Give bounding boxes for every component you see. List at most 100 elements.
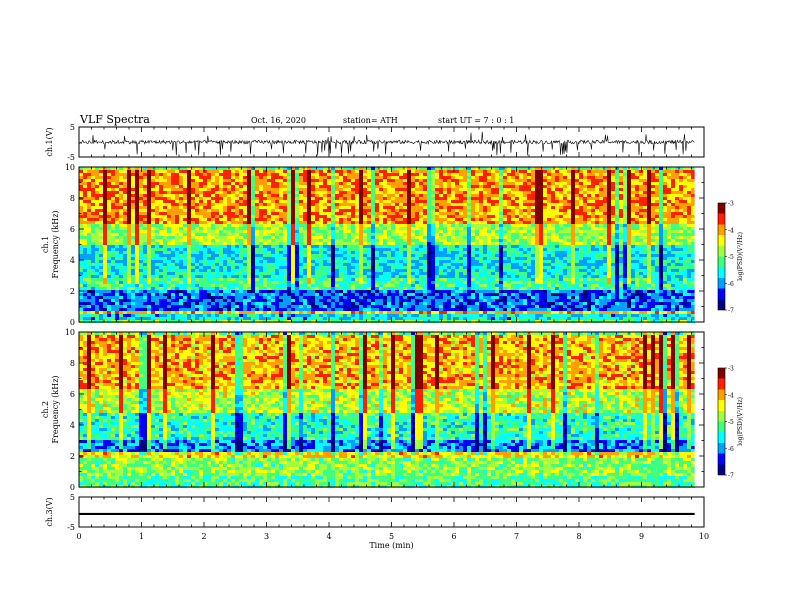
spectrogram-cell: [443, 197, 447, 200]
spectrogram-cell: [215, 206, 219, 209]
spectrogram-cell: [339, 299, 343, 302]
spectrogram-cell: [331, 212, 335, 215]
spectrogram-cell: [195, 311, 199, 314]
spectrogram-cell: [87, 269, 91, 272]
spectrogram-cell: [103, 200, 107, 203]
spectrogram-cell: [195, 254, 199, 257]
spectrogram-cell: [79, 272, 83, 275]
spectrogram-cell: [263, 308, 267, 311]
spectrogram-cell: [171, 284, 175, 287]
spectrogram-cell: [211, 197, 215, 200]
spectrogram-cell: [407, 203, 411, 206]
spectrogram-cell: [263, 314, 267, 317]
spectrogram-cell: [143, 305, 147, 308]
spectrogram-cell: [415, 206, 419, 209]
spectrogram-cell: [459, 314, 463, 317]
spectrogram-cell: [239, 188, 243, 191]
spectrogram-cell: [383, 203, 387, 206]
spectrogram-cell: [239, 242, 243, 245]
spectrogram-cell: [151, 281, 155, 284]
spectrogram-cell: [171, 293, 175, 296]
spectrogram-cell: [255, 317, 259, 320]
spectrogram-cell: [419, 272, 423, 275]
spectrogram-cell: [187, 227, 191, 230]
spectrogram-cell: [223, 206, 227, 209]
spectrogram-cell: [403, 239, 407, 242]
spectrogram-cell: [235, 248, 239, 251]
spectrogram-cell: [351, 317, 355, 320]
spectrogram-cell: [383, 233, 387, 236]
spectrogram-cell: [179, 299, 183, 302]
spectrogram-cell: [99, 302, 103, 305]
spectrogram-cell: [207, 239, 211, 242]
spectrogram-cell: [219, 170, 223, 173]
spectrogram-cell: [451, 278, 455, 281]
spectrogram-cell: [135, 272, 139, 275]
spectrogram-cell: [279, 254, 283, 257]
spectrogram-cell: [231, 173, 235, 176]
spectrogram-cell: [219, 236, 223, 239]
spectrogram-cell: [351, 311, 355, 314]
spectrogram-cell: [267, 242, 271, 245]
spectrogram-cell: [211, 245, 215, 248]
spectrogram-cell: [223, 266, 227, 269]
spectrogram-cell: [87, 197, 91, 200]
spectrogram-cell: [287, 317, 291, 320]
spectrogram-cell: [311, 251, 315, 254]
spectrogram-cell: [351, 179, 355, 182]
spectrogram-cell: [283, 167, 287, 170]
spectrogram-cell: [179, 182, 183, 185]
spectrogram-cell: [255, 278, 259, 281]
spectrogram-cell: [415, 239, 419, 242]
spectrogram-cell: [415, 185, 419, 188]
spectrogram-cell: [115, 296, 119, 299]
spectrogram-cell: [115, 239, 119, 242]
spectrogram-cell: [235, 203, 239, 206]
spectrogram-cell: [179, 269, 183, 272]
spectrogram-cell: [447, 281, 451, 284]
spectrogram-cell: [259, 185, 263, 188]
spectrogram-cell: [183, 260, 187, 263]
spectrogram-cell: [207, 209, 211, 212]
spectrogram-cell: [155, 263, 159, 266]
spectrogram-cell: [223, 215, 227, 218]
spectrogram-cell: [239, 311, 243, 314]
spectrogram-cell: [415, 269, 419, 272]
spectrogram-cell: [367, 200, 371, 203]
spectrogram-cell: [175, 272, 179, 275]
spectrogram-cell: [103, 251, 107, 254]
spectrogram-cell: [431, 230, 435, 233]
spectrogram-cell: [275, 209, 279, 212]
spectrogram-cell: [123, 203, 127, 206]
spectrogram-cell: [247, 266, 251, 269]
spectrogram-cell: [187, 245, 191, 248]
spectrogram-cell: [155, 197, 159, 200]
spectrogram-cell: [151, 212, 155, 215]
spectrogram-cell: [335, 206, 339, 209]
spectrogram-cell: [231, 215, 235, 218]
spectrogram-cell: [239, 284, 243, 287]
spectrogram-cell: [255, 188, 259, 191]
spectrogram-cell: [263, 200, 267, 203]
spectrogram-cell: [275, 290, 279, 293]
spectrogram-cell: [131, 227, 135, 230]
spectrogram-cell: [223, 194, 227, 197]
spectrogram-cell: [231, 296, 235, 299]
spectrogram-cell: [95, 275, 99, 278]
spectrogram-cell: [435, 167, 439, 170]
spectrogram-cell: [243, 260, 247, 263]
spectrogram-cell: [391, 221, 395, 224]
spectrogram-cell: [199, 173, 203, 176]
spectrogram-cell: [151, 293, 155, 296]
spectrogram-cell: [307, 239, 311, 242]
spectrogram-cell: [363, 272, 367, 275]
spectrogram-cell: [135, 212, 139, 215]
spectrogram-cell: [363, 257, 367, 260]
spectrogram-cell: [123, 236, 127, 239]
spectrogram-cell: [315, 236, 319, 239]
spectrogram-cell: [339, 203, 343, 206]
spectrogram-cell: [423, 233, 427, 236]
spectrogram-cell: [87, 311, 91, 314]
spectrogram-cell: [243, 317, 247, 320]
spectrogram-cell: [447, 179, 451, 182]
